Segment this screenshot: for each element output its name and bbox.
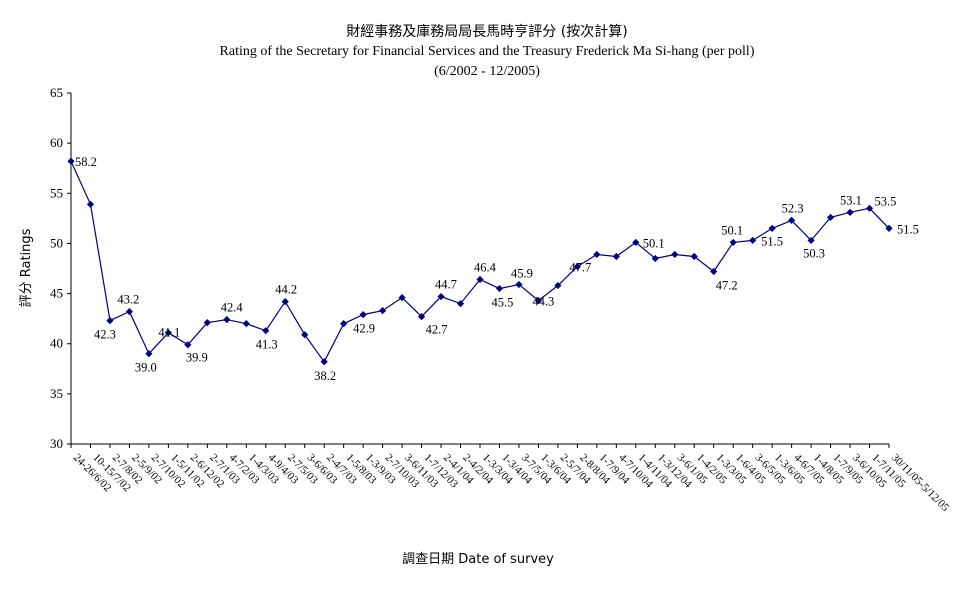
y-tick-label: 65 (50, 85, 63, 100)
data-point (476, 275, 484, 284)
y-tick-label: 35 (50, 386, 63, 401)
data-point (301, 331, 309, 339)
data-label: 51.5 (761, 234, 783, 248)
data-point (359, 311, 367, 319)
data-point (203, 319, 211, 327)
data-point (164, 329, 172, 337)
data-point (495, 284, 504, 293)
data-label: 38.2 (314, 369, 336, 383)
y-tick-label: 40 (50, 336, 63, 351)
data-label: 46.4 (474, 261, 497, 275)
data-label: 41.1 (158, 326, 180, 340)
data-label: 51.5 (897, 222, 919, 236)
data-point (534, 296, 543, 305)
y-tick-label: 45 (50, 286, 63, 301)
data-label: 52.3 (782, 201, 804, 215)
data-point (106, 317, 114, 325)
data-label: 50.3 (803, 246, 825, 260)
data-point (807, 236, 815, 245)
data-point (456, 300, 465, 308)
data-labels: 58.2 42.3 43.2 39.0 41.1 39.9 42.4 41.3 44.2 38.2… (75, 155, 919, 383)
data-point (67, 157, 75, 165)
data-label: 42.7 (426, 323, 448, 337)
data-point (632, 238, 640, 247)
data-point (281, 297, 289, 306)
chart-subtitle-period: (6/2002 - 12/2005) (434, 64, 540, 79)
data-point (145, 350, 153, 358)
data-point (125, 308, 134, 316)
data-point (379, 307, 387, 315)
data-point (437, 292, 445, 301)
data-point (86, 200, 95, 208)
data-point (846, 208, 854, 216)
y-axis-title: 評分 Ratings (19, 228, 34, 307)
data-label: 39.0 (135, 361, 157, 375)
data-point (417, 313, 426, 321)
data-label: 42.3 (94, 328, 116, 342)
data-label: 44.7 (435, 278, 457, 292)
data-point (612, 252, 620, 261)
data-point (788, 216, 796, 224)
data-label: 45.9 (511, 267, 533, 281)
data-label: 47.2 (716, 279, 738, 293)
data-label: 41.3 (256, 338, 278, 352)
data-point (223, 316, 231, 324)
data-point (651, 254, 659, 263)
data-point (593, 250, 601, 259)
data-point (865, 204, 874, 212)
data-point (749, 236, 757, 245)
data-label: 47.7 (569, 260, 591, 274)
data-point (242, 320, 250, 328)
x-axis-ticks: 24-26/6/0210-15/7/022-7/8/022-5/9/022-7/… (70, 444, 951, 514)
data-point (515, 280, 523, 289)
x-axis-title: 調查日期 Date of survey (402, 552, 554, 567)
data-label: 42.9 (353, 322, 375, 336)
data-label: 42.4 (221, 301, 244, 315)
data-point (710, 267, 718, 276)
data-point (320, 358, 328, 366)
data-label: 39.9 (186, 351, 208, 365)
data-label: 53.1 (840, 193, 862, 207)
data-label: 44.2 (275, 283, 297, 297)
data-point (398, 293, 406, 302)
data-point (729, 238, 737, 247)
data-label: 50.1 (721, 223, 743, 237)
chart-subtitle: Rating of the Secretary for Financial Se… (219, 44, 755, 59)
data-label: 45.5 (491, 296, 513, 310)
y-tick-label: 55 (50, 185, 63, 200)
data-label: 44.3 (532, 295, 554, 309)
data-label: 58.2 (75, 155, 97, 169)
chart-titles: 財經事務及庫務局局長馬時亨評分 (按次計算) Rating of the Sec… (0, 22, 974, 82)
y-tick-label: 30 (50, 436, 63, 451)
data-point (768, 224, 776, 232)
y-axis-ticks: 30 35 40 45 50 55 60 65 (50, 85, 71, 451)
y-tick-label: 50 (50, 235, 63, 250)
data-point (340, 320, 348, 328)
data-point (184, 341, 192, 349)
data-label: 43.2 (117, 293, 139, 307)
data-point (554, 281, 562, 290)
data-point (690, 252, 698, 261)
chart-title: 財經事務及庫務局局長馬時亨評分 (按次計算) (346, 24, 628, 40)
data-point (826, 213, 835, 221)
data-point (573, 262, 581, 271)
data-label: 50.1 (643, 236, 665, 250)
data-point (671, 250, 679, 259)
data-point (262, 327, 270, 335)
series-ratings (67, 157, 893, 366)
data-label: 53.5 (875, 194, 897, 208)
data-point (885, 224, 893, 232)
y-tick-label: 60 (50, 135, 63, 150)
